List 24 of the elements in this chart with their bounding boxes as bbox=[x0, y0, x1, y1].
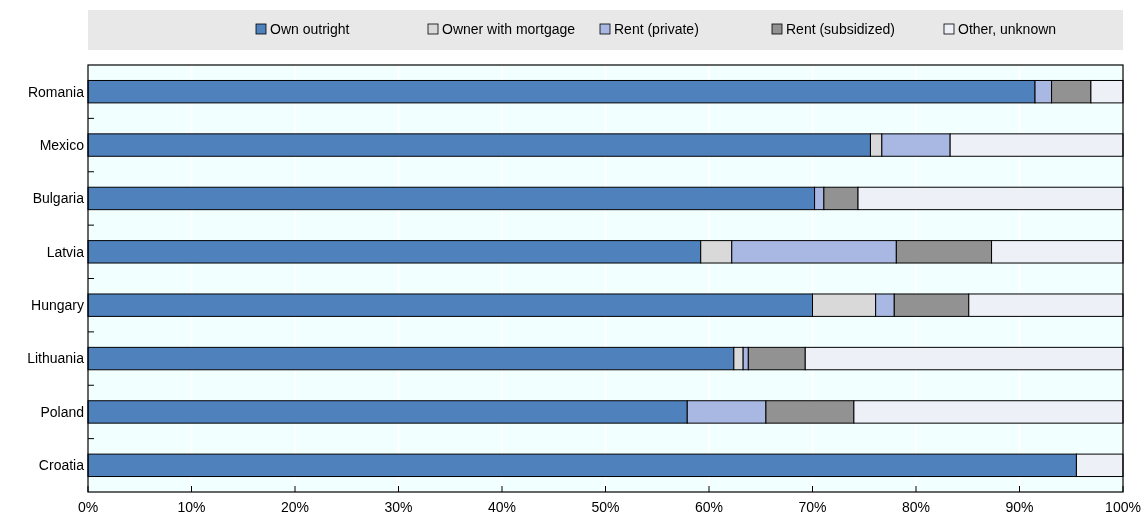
legend-label: Rent (private) bbox=[614, 20, 699, 37]
x-tick-label: 100% bbox=[1105, 499, 1141, 515]
y-tick-label: Lithuania bbox=[27, 350, 85, 367]
y-tick-label: Hungary bbox=[31, 297, 84, 314]
y-tick-label: Latvia bbox=[46, 243, 85, 260]
x-tick-label: 10% bbox=[177, 499, 206, 515]
legend-label: Rent (subsidized) bbox=[786, 20, 895, 37]
x-tick-label: 0% bbox=[77, 499, 99, 515]
y-tick-label: Bulgaria bbox=[32, 190, 85, 207]
x-tick-label: 90% bbox=[1005, 499, 1034, 515]
x-tick-label: 50% bbox=[591, 499, 620, 515]
x-tick-label: 40% bbox=[487, 499, 517, 515]
x-tick-label: 70% bbox=[798, 499, 827, 515]
legend-label: Other, unknown bbox=[958, 20, 1057, 37]
legend-label: Own outright bbox=[270, 20, 350, 37]
y-tick-label: Mexico bbox=[39, 136, 85, 153]
x-tick-label: 80% bbox=[901, 499, 931, 515]
legend-label: Owner with mortgage bbox=[442, 20, 576, 37]
x-tick-label: 60% bbox=[694, 499, 724, 515]
x-tick-label: 30% bbox=[384, 499, 413, 515]
y-tick-label: Croatia bbox=[38, 457, 85, 474]
y-tick-label: Poland bbox=[40, 403, 84, 420]
x-tick-label: 20% bbox=[280, 499, 310, 515]
y-tick-label: Romania bbox=[27, 83, 85, 100]
